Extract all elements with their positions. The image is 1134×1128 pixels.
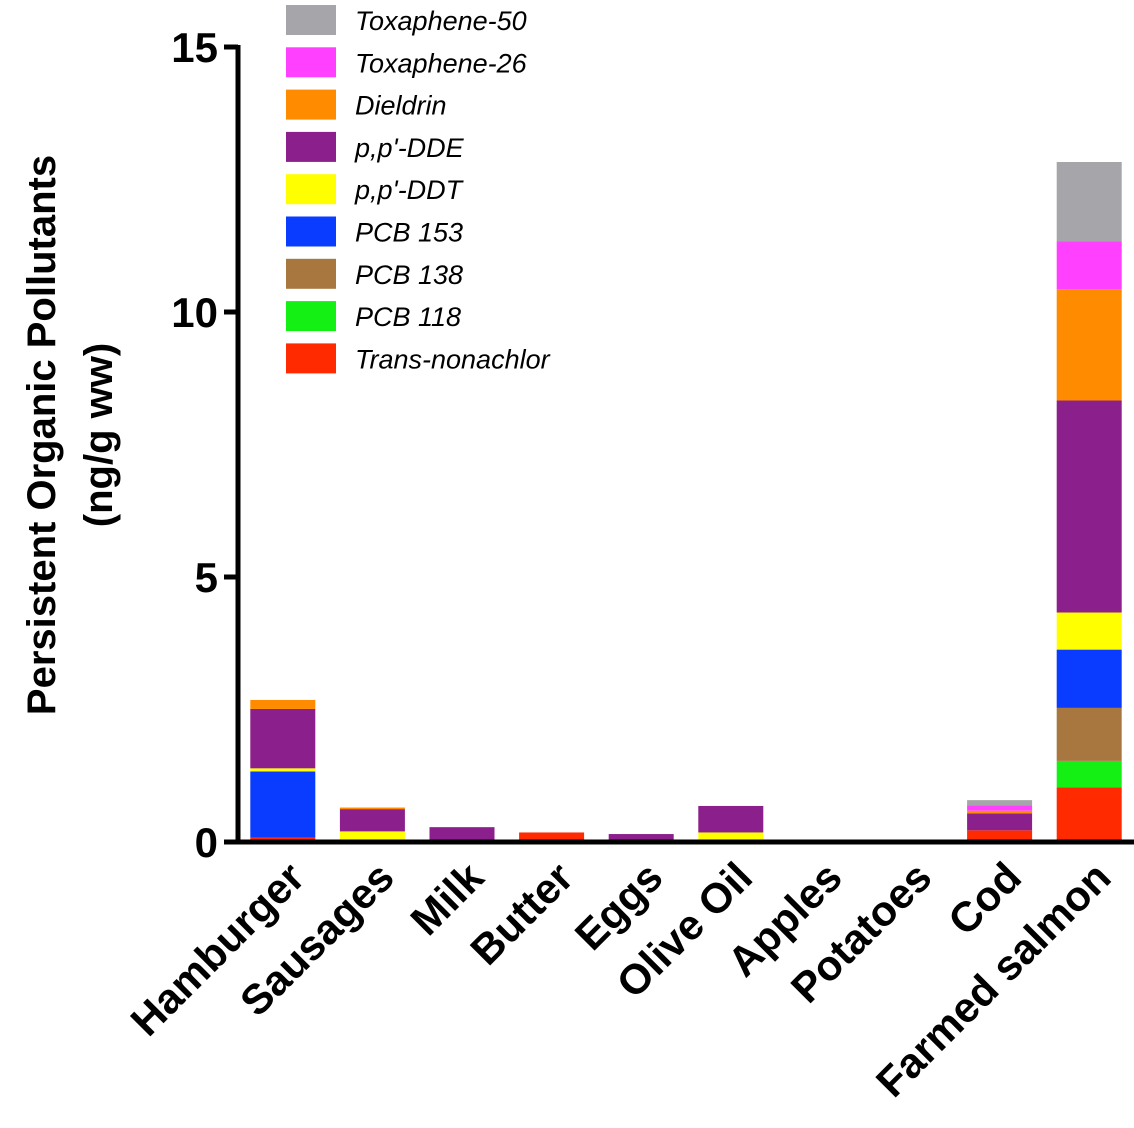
- bar-segment-p-p-dde-farmed-salmon: [1056, 400, 1122, 613]
- legend-label: p,p'-DDT: [354, 175, 465, 205]
- bar-segment-toxaphene-26-farmed-salmon: [1056, 241, 1122, 290]
- bar-segment-pcb-153-farmed-salmon: [1056, 649, 1122, 708]
- legend-swatch: [286, 174, 336, 205]
- legend-swatch: [286, 216, 336, 247]
- bar-segment-pcb-138-farmed-salmon: [1056, 707, 1122, 761]
- legend-label: Toxaphene-26: [355, 48, 528, 78]
- legend-label: Dieldrin: [355, 91, 447, 121]
- bar-segment-p-p-ddt-sausages: [339, 831, 405, 842]
- bar-segment-toxaphene-26-cod: [967, 805, 1033, 811]
- bar-segment-trans-nonachlor-farmed-salmon: [1056, 787, 1122, 842]
- legend-swatch: [286, 5, 336, 35]
- axes-layer: [235, 45, 1134, 845]
- bar-segment-p-p-ddt-farmed-salmon: [1056, 612, 1122, 650]
- legend-label: PCB 118: [355, 302, 461, 332]
- y-tick-label: 5: [195, 554, 218, 601]
- y-tick-label: 10: [171, 289, 218, 336]
- bar-segment-p-p-dde-cod: [967, 813, 1033, 831]
- bar-segment-p-p-dde-hamburger: [250, 708, 316, 769]
- bar-segment-trans-nonachlor-cod: [967, 830, 1033, 842]
- bar-segment-dieldrin-hamburger: [250, 699, 316, 709]
- bar-segment-dieldrin-sausages: [339, 807, 405, 810]
- bar-segment-dieldrin-cod: [967, 810, 1033, 814]
- bar-segment-p-p-ddt-olive-oil: [698, 832, 764, 842]
- bar-segment-pcb-118-farmed-salmon: [1056, 760, 1122, 788]
- legend-swatch: [286, 89, 336, 120]
- bar-segment-p-p-dde-sausages: [339, 809, 405, 832]
- legend-swatch: [286, 131, 336, 162]
- bar-segment-trans-nonachlor-butter: [519, 832, 585, 842]
- y-ticks: 0 5 10 15: [171, 24, 238, 866]
- y-axis-title: Persistent Organic Pollutants (ng/g ww): [20, 155, 121, 715]
- y-tick-label: 15: [171, 24, 218, 71]
- bar-segment-dieldrin-farmed-salmon: [1056, 289, 1122, 401]
- bar-segment-p-p-dde-eggs: [608, 834, 674, 842]
- legend-swatch: [286, 343, 336, 374]
- y-axis-title-line2: (ng/g ww): [77, 343, 121, 527]
- bars-layer: [250, 162, 1122, 842]
- legend-label: PCB 153: [355, 218, 463, 248]
- x-category-label: Butter: [461, 853, 582, 974]
- y-tick-label: 0: [195, 819, 218, 866]
- y-axis-title-line1: Persistent Organic Pollutants: [20, 155, 64, 715]
- legend-swatch: [286, 301, 336, 332]
- legend: Toxaphene-50 Toxaphene-26 Dieldrin p,p'-DDE…: [286, 5, 551, 374]
- bar-segment-pcb-153-hamburger: [250, 771, 316, 838]
- legend-label: Trans-nonachlor: [355, 344, 551, 374]
- legend-label: Toxaphene-50: [355, 6, 527, 36]
- bar-segment-p-p-ddt-hamburger: [250, 768, 316, 772]
- legend-label: PCB 138: [355, 260, 463, 290]
- legend-swatch: [286, 47, 336, 78]
- bar-segment-p-p-dde-olive-oil: [698, 805, 764, 833]
- bar-segment-toxaphene-50-cod: [967, 800, 1033, 806]
- bar-segment-toxaphene-50-farmed-salmon: [1056, 162, 1122, 242]
- legend-label: p,p'-DDE: [354, 133, 465, 163]
- legend-swatch: [286, 258, 336, 289]
- bar-segment-p-p-dde-milk: [429, 827, 495, 842]
